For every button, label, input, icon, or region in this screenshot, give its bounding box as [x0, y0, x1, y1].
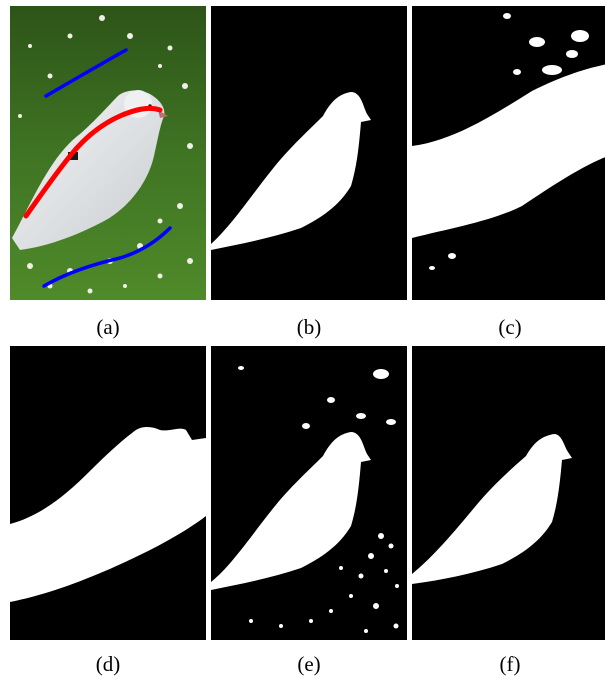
panel-c-image [412, 6, 605, 300]
panel-a-image [10, 6, 206, 300]
mask-artifact [464, 560, 472, 568]
background-scribble-top [44, 48, 128, 98]
noise-blobs [238, 366, 399, 633]
mask-bird [412, 434, 572, 584]
panel-d-image [10, 346, 206, 640]
mask-blobs [429, 13, 598, 270]
caption-c: (c) [498, 315, 522, 339]
grass-included-mask [10, 346, 206, 640]
mask-band [412, 64, 605, 238]
caption-d: (d) [95, 652, 121, 676]
foreground-scribble [23, 105, 163, 219]
caption-e: (e) [297, 652, 321, 676]
mask-bird [211, 432, 371, 590]
caption-f: (f) [499, 652, 521, 676]
mask-bird-and-grass [10, 427, 206, 602]
oversegmented-mask [412, 6, 605, 300]
noisy-mask [211, 346, 407, 640]
clean-mask [211, 6, 407, 300]
photo-with-scribbles [10, 6, 206, 300]
caption-b: (b) [296, 315, 322, 339]
panel-b-image [211, 6, 407, 300]
panel-f-image [412, 346, 605, 640]
bird-body [12, 90, 165, 250]
panel-e-image [211, 346, 407, 640]
background-scribble-bottom [42, 226, 172, 288]
near-clean-mask [412, 346, 605, 640]
caption-a: (a) [96, 315, 120, 339]
mask-bird [211, 92, 371, 250]
